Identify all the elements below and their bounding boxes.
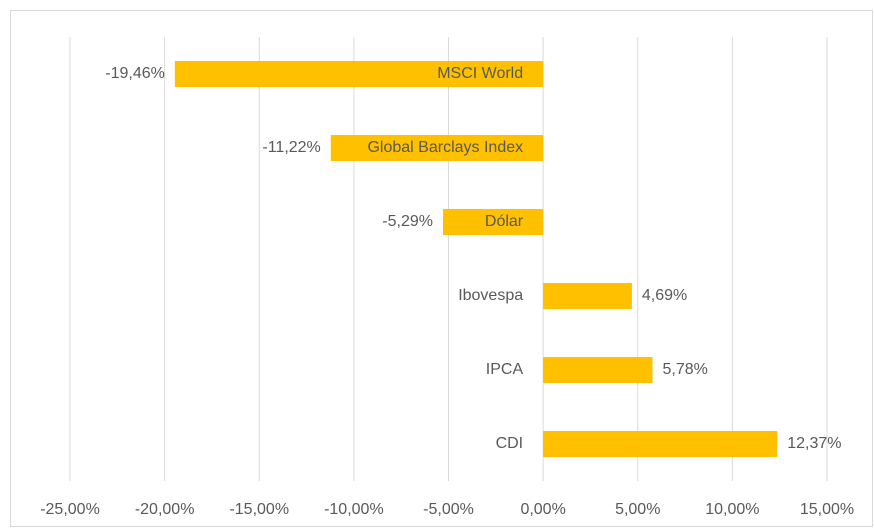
x-tick-label: -20,00% [135, 501, 195, 518]
category-label: MSCI World [437, 65, 523, 82]
bar [174, 61, 544, 87]
x-tick-label: -25,00% [40, 501, 100, 518]
x-tick-label: -10,00% [324, 501, 384, 518]
bar [543, 283, 632, 309]
value-label: -5,29% [382, 213, 433, 230]
bar [443, 209, 544, 235]
x-tick-label: 15,00% [800, 501, 854, 518]
bar [543, 357, 653, 383]
x-tick-label: 10,00% [705, 501, 759, 518]
category-label: CDI [496, 435, 524, 452]
category-label: Dólar [485, 213, 524, 230]
x-tick-label: -15,00% [229, 501, 289, 518]
bar [543, 431, 778, 457]
x-tick-label: 5,00% [615, 501, 660, 518]
value-label: 5,78% [663, 361, 708, 378]
category-label: Global Barclays Index [367, 139, 523, 156]
bar [330, 135, 544, 161]
x-tick-label: 0,00% [520, 501, 565, 518]
value-label: -19,46% [105, 65, 165, 82]
value-label: 4,69% [642, 287, 687, 304]
category-label: Ibovespa [458, 287, 523, 304]
x-tick-label: -5,00% [423, 501, 474, 518]
value-label: -11,22% [262, 139, 320, 156]
category-label: IPCA [486, 361, 524, 378]
value-label: 12,37% [787, 435, 841, 452]
